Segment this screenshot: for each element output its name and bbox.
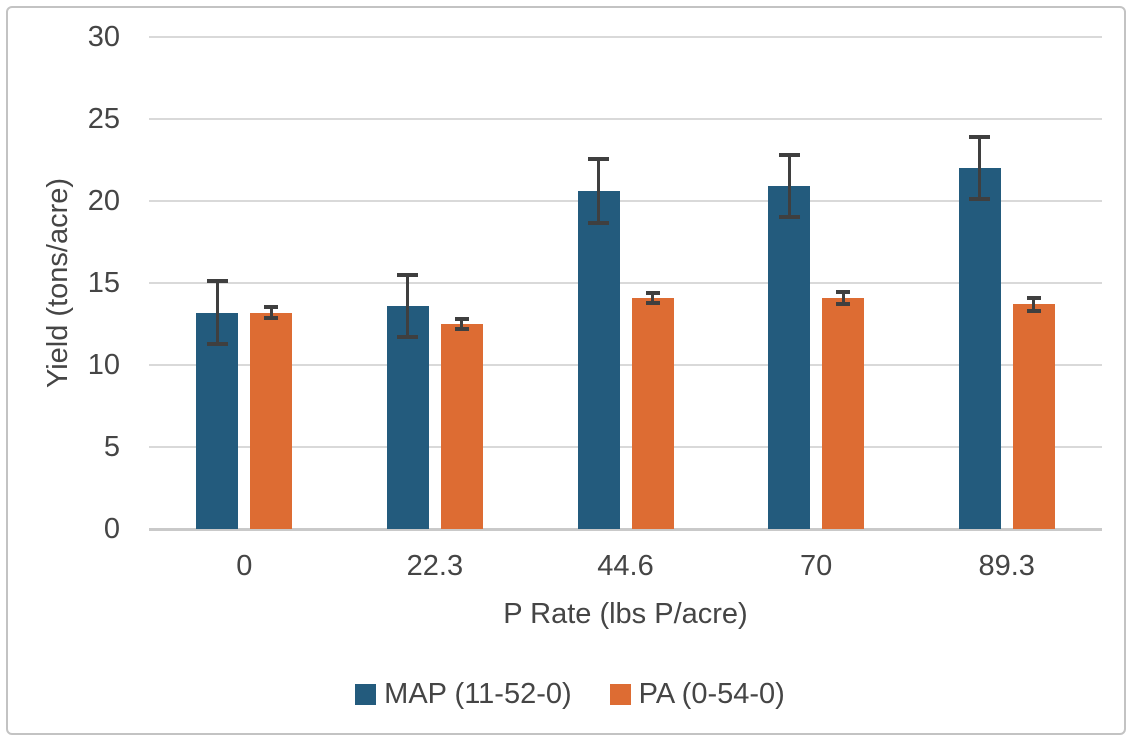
error-bar-cap-top <box>969 135 991 140</box>
y-axis-tick-label: 0 <box>103 513 120 545</box>
gridline <box>149 446 1102 448</box>
legend: MAP (11-52-0) PA (0-54-0) <box>0 672 1140 716</box>
y-axis-tick-label: 30 <box>87 21 120 53</box>
error-bar-cap-bottom <box>264 316 279 321</box>
error-bar-line <box>841 292 845 304</box>
gridline <box>149 282 1102 284</box>
error-bar-cap-top <box>264 304 279 309</box>
error-bar-cap-bottom <box>397 335 419 340</box>
x-axis-line <box>149 527 1102 531</box>
y-axis-tick-label: 20 <box>87 185 120 217</box>
bar-pa-0 <box>250 312 293 529</box>
error-bar-line <box>787 155 791 218</box>
error-bar-line <box>651 292 654 303</box>
bar-map-4 <box>958 168 1001 529</box>
gridline <box>149 36 1102 39</box>
error-bar-cap-top <box>645 290 660 295</box>
x-axis-tick-label: 70 <box>799 550 833 582</box>
plot-area: 0 5 10 15 20 25 30 0 22.3 44.6 70 89.3 <box>88 22 1102 581</box>
error-bar-cap-top <box>454 317 469 322</box>
x-axis-tick-label: 0 <box>236 550 253 582</box>
error-bar-cap-top <box>588 157 609 162</box>
x-axis-title: P Rate (lbs P/acre) <box>503 598 748 630</box>
bar-pa-2 <box>631 297 674 529</box>
gridline <box>149 200 1102 202</box>
error-bar-line <box>406 274 410 338</box>
bar-map-1 <box>386 305 429 529</box>
error-bar-cap-top <box>1026 295 1041 300</box>
legend-label-pa: PA (0-54-0) <box>638 678 785 710</box>
y-axis-tick-label: 15 <box>87 267 120 299</box>
legend-item-pa: PA (0-54-0) <box>609 672 785 716</box>
error-bar-cap-bottom <box>969 197 991 202</box>
error-bar-cap-top <box>836 290 851 295</box>
error-bar-line <box>1032 297 1036 311</box>
error-bar-cap-bottom <box>778 215 800 220</box>
legend-marker-map <box>355 683 377 705</box>
error-bar-line <box>978 137 982 200</box>
error-bar-cap-top <box>397 272 419 277</box>
y-axis-tick-label: 5 <box>103 431 120 463</box>
y-axis-tick-label: 25 <box>87 103 120 135</box>
bar-pa-4 <box>1012 304 1055 529</box>
error-bar-cap-bottom <box>1026 308 1041 313</box>
error-bar-cap-top <box>778 153 800 158</box>
gridline <box>149 118 1102 120</box>
legend-marker-pa <box>609 683 631 705</box>
bar-map-0 <box>196 312 239 529</box>
x-axis-tick-label: 44.6 <box>597 550 654 582</box>
x-axis-tick-label: 22.3 <box>406 550 464 582</box>
y-axis-title: Yield (tons/acre) <box>42 177 74 389</box>
gridline <box>149 364 1102 366</box>
error-bar-line <box>597 159 600 224</box>
bar-pa-3 <box>822 297 865 529</box>
x-axis-tick-label: 89.3 <box>978 550 1035 582</box>
y-axis-tick-label: 10 <box>87 349 120 381</box>
legend-item-map: MAP (11-52-0) <box>355 672 572 716</box>
bar-pa-1 <box>440 324 483 529</box>
error-bar-cap-bottom <box>836 301 851 306</box>
error-bar-line <box>460 319 464 329</box>
bar-map-3 <box>768 186 811 529</box>
error-bar-line <box>269 306 273 319</box>
error-bar-cap-bottom <box>454 326 469 331</box>
error-bar-line <box>215 281 219 344</box>
error-bar-cap-top <box>206 279 228 284</box>
error-bar-cap-bottom <box>645 300 660 305</box>
error-bar-cap-bottom <box>206 341 228 346</box>
bar-map-2 <box>577 191 620 529</box>
error-bar-cap-bottom <box>588 221 609 226</box>
legend-label-map: MAP (11-52-0) <box>384 678 572 710</box>
